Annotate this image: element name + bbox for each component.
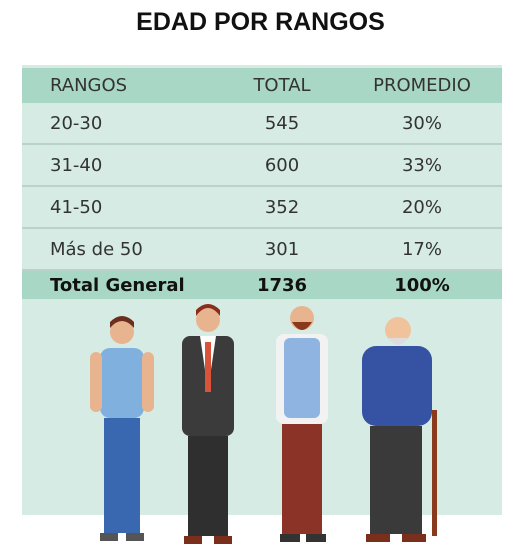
cell: 31-40	[22, 155, 222, 176]
cell: 20-30	[22, 113, 222, 134]
cell: Más de 50	[22, 239, 222, 260]
page: EDAD POR RANGOS RANGOSTOTALPROMEDIO20-30…	[0, 0, 521, 547]
cell: 41-50	[22, 197, 222, 218]
cell: 301	[222, 239, 342, 260]
cell: RANGOS	[22, 75, 222, 96]
cell: TOTAL	[222, 75, 342, 96]
cell: 352	[222, 197, 342, 218]
person-vest	[276, 306, 328, 542]
cell: PROMEDIO	[342, 75, 502, 96]
person-suit	[182, 304, 234, 544]
cell: 20%	[342, 197, 502, 218]
title: EDAD POR RANGOS	[0, 8, 521, 37]
cell: 545	[222, 113, 342, 134]
illustration	[0, 290, 521, 547]
person-old	[362, 317, 437, 542]
cell: 600	[222, 155, 342, 176]
person-young	[90, 316, 154, 541]
cell: 17%	[342, 239, 502, 260]
cell: 33%	[342, 155, 502, 176]
cell: 30%	[342, 113, 502, 134]
